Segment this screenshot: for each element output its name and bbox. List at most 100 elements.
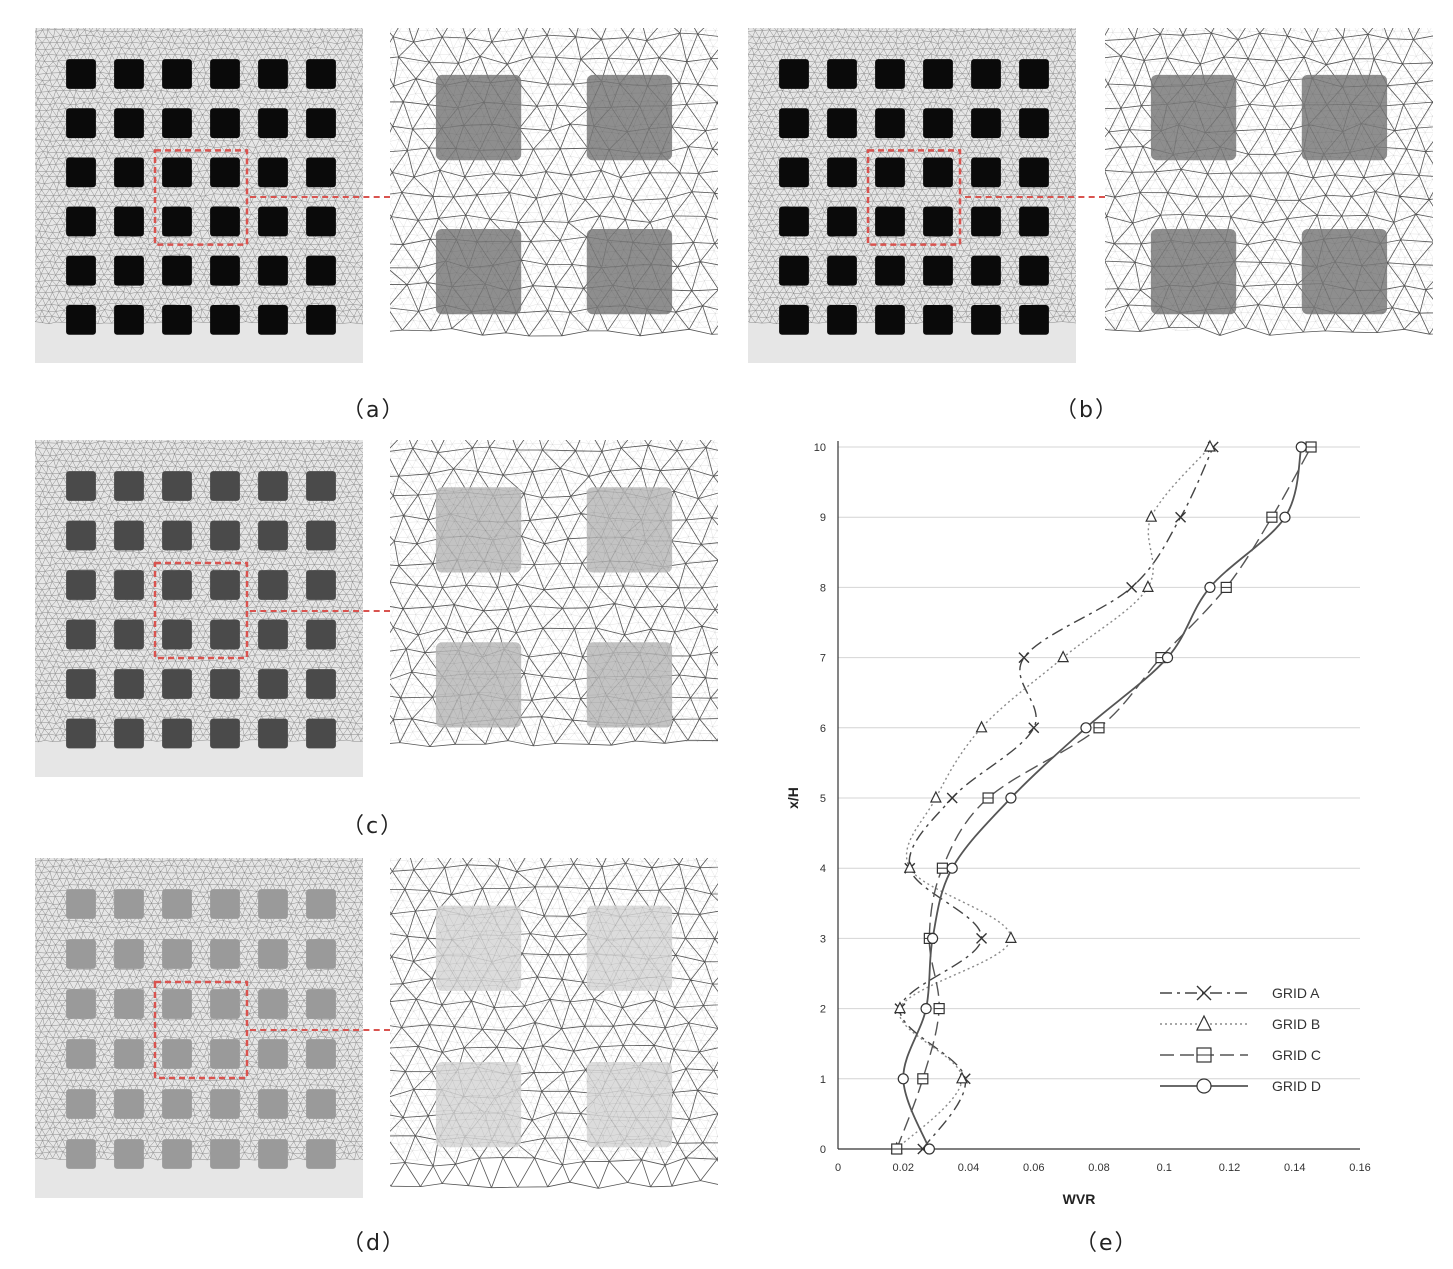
obstacle-block: [162, 1039, 192, 1069]
obstacle-block: [1019, 305, 1049, 335]
data-point: [1295, 441, 1307, 453]
obstacle-block: [114, 718, 144, 749]
obstacle-block: [827, 157, 857, 188]
data-point: [1028, 722, 1040, 734]
refined-mesh-block: [435, 487, 522, 573]
y-tick-label: 9: [820, 512, 826, 524]
legend-marker: [1196, 1047, 1212, 1063]
obstacle-block: [162, 1089, 192, 1119]
obstacle-block: [114, 108, 144, 139]
obstacle-block: [210, 206, 240, 237]
refined-mesh-block: [586, 642, 673, 728]
obstacle-block: [306, 718, 336, 749]
obstacle-block: [306, 669, 336, 699]
data-point: [1279, 511, 1291, 523]
obstacle-block: [258, 157, 288, 188]
data-point: [933, 1002, 945, 1015]
caption-d: （d）: [342, 1231, 406, 1256]
obstacle-block: [210, 718, 240, 749]
refined-mesh-block: [586, 1062, 673, 1148]
obstacle-block: [306, 1089, 336, 1119]
obstacle-block: [210, 570, 240, 600]
obstacle-block: [827, 305, 857, 335]
data-point: [982, 792, 994, 804]
x-tick-label: 0.08: [1088, 1162, 1109, 1174]
obstacle-block: [1019, 157, 1049, 188]
obstacle-block: [162, 889, 192, 919]
obstacle-block: [971, 59, 1001, 89]
legend-label: GRID D: [1272, 1078, 1321, 1094]
data-point: [1220, 581, 1232, 593]
y-tick-label: 1: [820, 1074, 826, 1086]
data-point: [1004, 931, 1017, 943]
obstacle-block: [66, 989, 96, 1019]
refined-mesh-block: [1150, 74, 1237, 161]
obstacle-block: [114, 471, 144, 501]
obstacle-block: [258, 1039, 288, 1069]
obstacle-block: [258, 59, 288, 89]
data-point: [1204, 581, 1216, 593]
obstacle-block: [971, 305, 1001, 335]
data-point: [1161, 652, 1174, 664]
data-point: [1018, 652, 1030, 664]
obstacle-block: [306, 619, 336, 650]
data-point: [1203, 439, 1216, 452]
obstacle-block: [162, 1139, 192, 1169]
obstacle-block: [114, 669, 144, 699]
obstacle-block: [779, 59, 809, 89]
x-axis-label: WVR: [1063, 1191, 1096, 1207]
refined-mesh-block: [435, 905, 522, 991]
obstacle-block: [114, 939, 144, 969]
obstacle-block: [258, 108, 288, 139]
obstacle-block: [827, 255, 857, 286]
x-tick-label: 0.12: [1219, 1162, 1240, 1174]
obstacle-block: [210, 255, 240, 286]
y-tick-label: 10: [814, 442, 826, 454]
mesh-zoom-a: [390, 28, 718, 363]
obstacle-block: [162, 939, 192, 969]
obstacle-block: [875, 157, 905, 188]
obstacle-block: [306, 108, 336, 139]
obstacle-block: [162, 520, 192, 551]
refined-mesh-block: [435, 74, 522, 161]
refined-mesh-block: [435, 1062, 522, 1148]
data-point: [927, 932, 939, 945]
obstacle-block: [1019, 255, 1049, 286]
obstacle-block: [66, 718, 96, 749]
zoom-connector-b: [965, 196, 1105, 198]
mesh-zoom-c: [390, 440, 718, 777]
obstacle-block: [114, 1139, 144, 1169]
obstacle-block: [258, 669, 288, 699]
obstacle-block: [114, 570, 144, 600]
mesh-panel-b: （b）: [0, 0, 1453, 430]
series-line: [902, 446, 1303, 1150]
x-tick-label: 0: [835, 1162, 841, 1174]
series-line: [896, 446, 1211, 1150]
data-point: [903, 860, 916, 873]
obstacle-block: [875, 255, 905, 286]
obstacle-block: [210, 939, 240, 969]
mesh-overview-c: [35, 440, 363, 777]
obstacle-block: [258, 619, 288, 650]
obstacle-block: [210, 989, 240, 1019]
y-tick-label: 3: [820, 933, 826, 945]
refined-mesh-block: [1150, 229, 1237, 315]
obstacle-block: [258, 889, 288, 919]
obstacle-block: [210, 59, 240, 89]
y-axis-label: x/H: [785, 787, 801, 809]
obstacle-block: [66, 619, 96, 650]
obstacle-block: [306, 59, 336, 89]
data-point: [1005, 792, 1017, 804]
obstacle-block: [258, 206, 288, 237]
obstacle-block: [210, 157, 240, 188]
obstacle-block: [827, 59, 857, 89]
data-point: [923, 1143, 935, 1155]
obstacle-block: [210, 1089, 240, 1119]
y-tick-label: 2: [820, 1004, 826, 1016]
data-point: [1266, 511, 1278, 523]
obstacle-block: [923, 255, 953, 286]
obstacle-block: [66, 59, 96, 89]
obstacle-block: [162, 471, 192, 501]
obstacle-block: [114, 59, 144, 89]
obstacle-block: [210, 669, 240, 699]
